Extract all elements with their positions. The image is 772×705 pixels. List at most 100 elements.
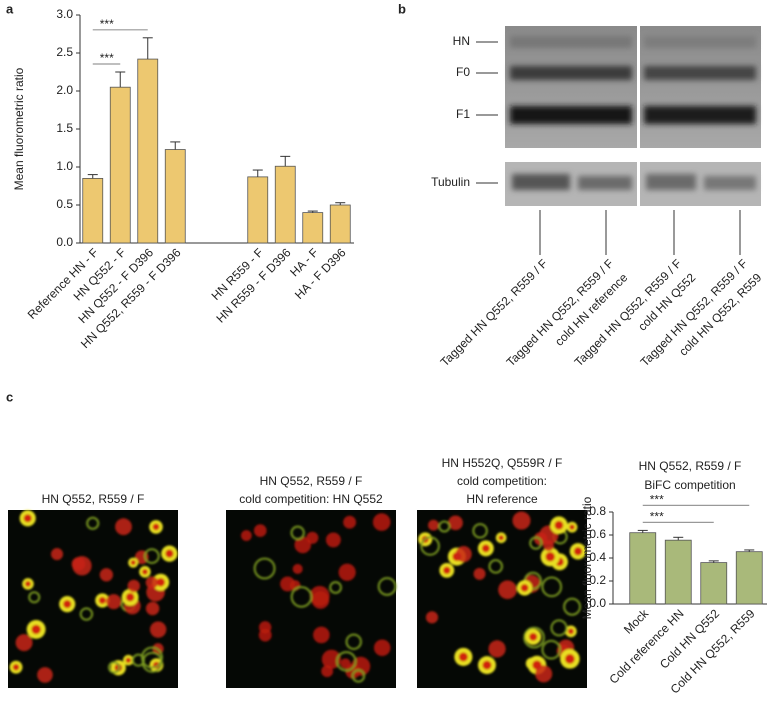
significance-label: *** <box>100 17 114 31</box>
cell-core <box>564 654 575 664</box>
cell-core <box>458 652 468 662</box>
error-bar <box>142 37 153 60</box>
cell <box>340 658 351 669</box>
cell <box>325 532 341 548</box>
cell <box>253 524 267 538</box>
cell <box>28 591 41 604</box>
cell <box>427 519 439 531</box>
error-bar <box>115 71 126 88</box>
y-tick-label: 0.5 <box>56 197 73 211</box>
bar <box>164 149 186 244</box>
band-label: F1 <box>456 107 470 121</box>
cell <box>438 520 451 533</box>
cell <box>309 585 330 606</box>
cell <box>329 581 342 594</box>
cell <box>145 576 159 589</box>
y-tick-label: 2.0 <box>56 83 73 97</box>
cell <box>321 665 334 678</box>
cell-core <box>152 523 160 531</box>
y-tick-label: 1.5 <box>56 121 73 135</box>
error-bar <box>335 202 346 205</box>
cell <box>338 563 356 581</box>
cell <box>488 640 506 658</box>
y-axis-label: Mean fluorometric ratio <box>12 67 26 190</box>
cell-core <box>529 632 538 641</box>
cell <box>292 563 303 574</box>
bar <box>302 212 324 244</box>
bar <box>82 177 104 244</box>
cell <box>523 626 545 649</box>
error-bar <box>637 529 648 533</box>
cell <box>106 594 122 610</box>
cell-core <box>482 660 492 670</box>
y-tick-label: 0.4 <box>589 550 606 564</box>
cell <box>512 511 531 530</box>
panel-label: a <box>6 1 14 16</box>
cell <box>321 649 341 669</box>
band-label: HN <box>453 34 470 48</box>
y-tick-label: 0.2 <box>589 573 606 587</box>
micrograph-caption: cold competition: HN Q552 <box>239 492 383 506</box>
bar <box>247 176 269 244</box>
cell <box>345 633 362 650</box>
cell <box>488 559 503 574</box>
cell <box>290 525 305 540</box>
cell <box>141 646 163 669</box>
cells <box>9 510 178 683</box>
cell <box>455 546 472 563</box>
cell <box>377 577 397 596</box>
cell-core <box>125 593 135 602</box>
cell-core <box>142 568 148 575</box>
chart-subtitle: BiFC competition <box>644 478 735 492</box>
cell <box>115 518 132 536</box>
cell-core <box>25 581 31 587</box>
lane-label: Tagged HN Q552, R559 / F <box>504 256 617 369</box>
error-bar <box>170 141 181 150</box>
cell-core <box>569 524 575 530</box>
y-tick-label: 0.8 <box>589 504 606 518</box>
y-tick-label: 1.0 <box>56 159 73 173</box>
bar <box>274 165 296 244</box>
cell <box>313 626 330 644</box>
cell-core <box>573 547 583 556</box>
cell <box>343 515 357 529</box>
bar <box>664 539 692 605</box>
error-bar <box>708 560 719 563</box>
cell-core <box>481 544 490 553</box>
cell-core <box>520 583 529 592</box>
cell <box>280 576 296 592</box>
cell <box>535 665 553 683</box>
y-tick-label: 2.5 <box>56 45 73 59</box>
cells <box>240 513 397 683</box>
y-tick-label: 3.0 <box>56 7 73 21</box>
cell <box>294 536 312 554</box>
cell <box>240 530 252 541</box>
error-bar <box>280 155 291 167</box>
cell <box>541 576 563 598</box>
bar <box>137 58 159 244</box>
y-tick-label: 0.0 <box>56 235 73 249</box>
error-bar <box>252 169 263 177</box>
micrograph-caption: HN Q552, R559 / F <box>42 492 145 506</box>
cell <box>448 515 463 531</box>
band-label: F0 <box>456 65 470 79</box>
y-tick-label: 0.0 <box>589 596 606 610</box>
cell <box>253 557 276 580</box>
cells <box>418 511 587 683</box>
panel-label: b <box>398 1 406 16</box>
cell-core <box>554 520 564 530</box>
cell <box>425 611 439 624</box>
micrograph-caption: HN H552Q, Q559R / F <box>442 456 563 470</box>
cell <box>541 639 562 660</box>
micrograph-caption: HN Q552, R559 / F <box>260 474 363 488</box>
cell <box>149 621 167 638</box>
bar <box>629 532 657 605</box>
cell <box>498 580 517 600</box>
cell <box>373 639 391 657</box>
cell <box>472 523 488 539</box>
cell-core <box>498 535 504 541</box>
cell-core <box>23 514 32 523</box>
cell <box>127 579 141 593</box>
cell-core <box>130 560 136 566</box>
